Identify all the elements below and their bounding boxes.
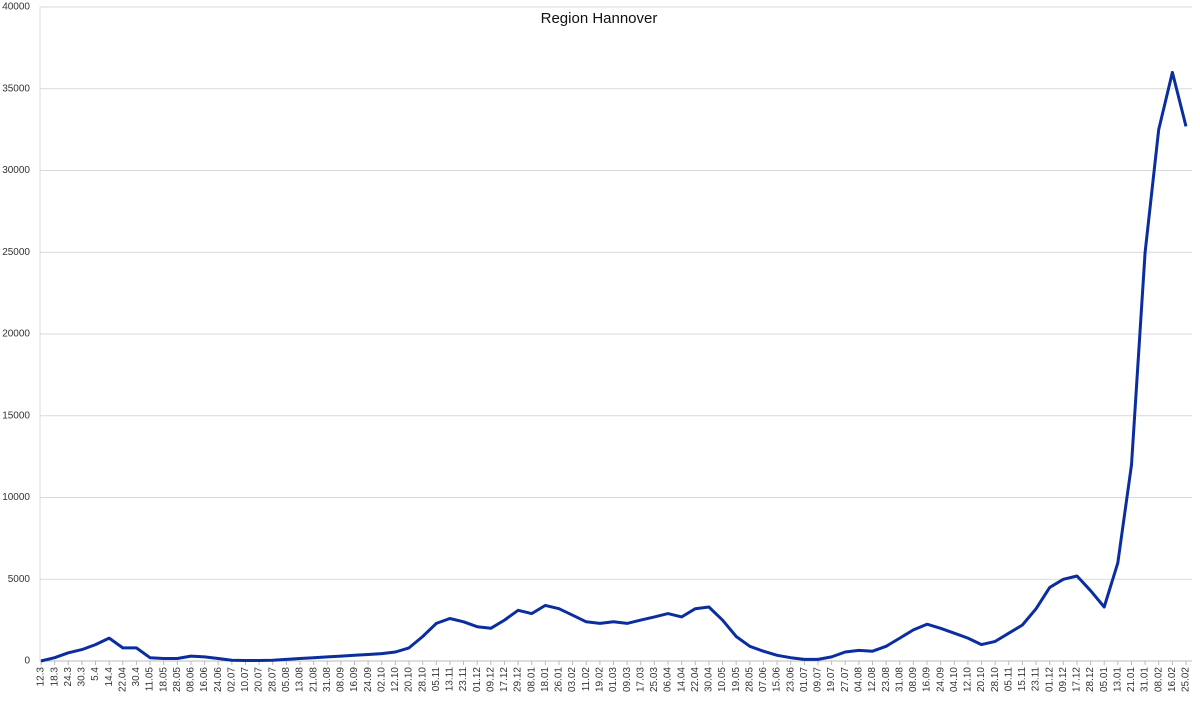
x-tick-label: 05.11	[1003, 667, 1014, 692]
x-tick-label: 28.10	[990, 667, 1001, 692]
x-tick-label: 28.05	[744, 667, 755, 692]
x-tick-label: 07.06	[758, 667, 769, 692]
x-tick-label: 11.05	[145, 667, 156, 692]
x-tick-label: 28.07	[267, 667, 278, 692]
x-tick-label: 29.12	[513, 667, 524, 692]
x-tick-label: 02.07	[226, 667, 237, 692]
x-tick-label: 16.02	[1167, 667, 1178, 692]
x-tick-label: 15.11	[1017, 667, 1028, 692]
x-tick-label: 24.06	[213, 667, 224, 692]
x-tick-label: 05.08	[281, 667, 292, 692]
x-tick-label: 23.06	[785, 667, 796, 692]
y-tick-label: 40000	[2, 2, 30, 13]
x-tick-label: 08.01	[526, 667, 537, 692]
x-tick-label: 23.11	[1031, 667, 1042, 692]
x-tick-label: 10.05	[717, 667, 728, 692]
x-tick-label: 16.09	[922, 667, 933, 692]
x-tick-label: 28.10	[417, 667, 428, 692]
x-tick-label: 20.10	[976, 667, 987, 692]
x-tick-label: 05.01	[1099, 667, 1110, 692]
x-tick-label: 11.02	[581, 667, 592, 692]
x-tick-label: 19.02	[595, 667, 606, 692]
y-tick-label: 20000	[2, 329, 30, 340]
x-tick-label: 14.04	[676, 667, 687, 692]
x-tick-label: 30.04	[704, 667, 715, 692]
x-tick-label: 22.04	[690, 667, 701, 692]
x-tick-label: 31.08	[894, 667, 905, 692]
x-tick-label: 24.3	[63, 667, 74, 687]
x-tick-label: 5.4	[90, 667, 101, 681]
x-tick-label: 18.3	[49, 667, 60, 687]
y-tick-label: 10000	[2, 492, 30, 503]
x-tick-label: 28.12	[1085, 667, 1096, 692]
x-tick-label: 12.08	[867, 667, 878, 692]
x-tick-label: 08.09	[336, 667, 347, 692]
x-tick-label: 20.10	[404, 667, 415, 692]
x-tick-label: 08.09	[908, 667, 919, 692]
x-tick-label: 21.01	[1126, 667, 1137, 692]
x-tick-label: 23.11	[458, 667, 469, 692]
x-tick-label: 05.11	[431, 667, 442, 692]
x-tick-label: 04.08	[853, 667, 864, 692]
x-tick-label: 02.10	[376, 667, 387, 692]
x-tick-label: 17.12	[499, 667, 510, 692]
x-tick-label: 09.07	[813, 667, 824, 692]
y-tick-label: 35000	[2, 83, 30, 94]
y-tick-label: 0	[24, 656, 30, 667]
x-tick-label: 12.10	[963, 667, 974, 692]
x-tick-label: 24.09	[935, 667, 946, 692]
x-tick-label: 30.3	[77, 667, 88, 687]
x-tick-label: 09.03	[622, 667, 633, 692]
x-tick-label: 01.07	[799, 667, 810, 692]
y-tick-label: 15000	[2, 410, 30, 421]
x-tick-label: 03.02	[567, 667, 578, 692]
x-tick-label: 17.03	[635, 667, 646, 692]
x-tick-label: 31.01	[1140, 667, 1151, 692]
x-tick-label: 31.08	[322, 667, 333, 692]
x-tick-label: 19.07	[826, 667, 837, 692]
x-tick-label: 13.08	[295, 667, 306, 692]
x-tick-label: 09.12	[1058, 667, 1069, 692]
x-tick-label: 19.05	[731, 667, 742, 692]
x-tick-label: 25.02	[1181, 667, 1192, 692]
x-tick-label: 22.04	[117, 667, 128, 692]
x-tick-label: 30.4	[131, 667, 142, 687]
chart-title: Region Hannover	[541, 10, 658, 27]
x-tick-label: 13.01	[1112, 667, 1123, 692]
x-tick-label: 20.07	[254, 667, 265, 692]
data-line	[40, 70, 1188, 663]
x-tick-label: 15.06	[772, 667, 783, 692]
x-tick-label: 23.08	[881, 667, 892, 692]
x-tick-label: 18.05	[158, 667, 169, 692]
x-tick-label: 28.05	[172, 667, 183, 692]
x-tick-label: 17.12	[1072, 667, 1083, 692]
x-tick-label: 01.12	[1044, 667, 1055, 692]
x-tick-label: 18.01	[540, 667, 551, 692]
y-tick-label: 25000	[2, 247, 30, 258]
x-tick-label: 01.12	[472, 667, 483, 692]
x-tick-label: 01.03	[608, 667, 619, 692]
x-tick-label: 27.07	[840, 667, 851, 692]
x-tick-label: 10.07	[240, 667, 251, 692]
x-tick-label: 06.04	[663, 667, 674, 692]
x-tick-label: 08.02	[1153, 667, 1164, 692]
x-tick-label: 24.09	[363, 667, 374, 692]
x-tick-label: 04.10	[949, 667, 960, 692]
y-tick-label: 5000	[8, 574, 31, 585]
x-tick-label: 16.09	[349, 667, 360, 692]
x-tick-label: 12.3	[36, 667, 47, 687]
x-tick-label: 14.4	[104, 667, 115, 687]
x-tick-label: 09.12	[485, 667, 496, 692]
x-tick-label: 16.06	[199, 667, 210, 692]
x-tick-label: 25.03	[649, 667, 660, 692]
x-tick-label: 12.10	[390, 667, 401, 692]
x-tick-label: 08.06	[186, 667, 197, 692]
y-tick-label: 30000	[2, 165, 30, 176]
x-tick-label: 13.11	[445, 667, 456, 692]
x-tick-label: 26.01	[554, 667, 565, 692]
x-tick-label: 21.08	[308, 667, 319, 692]
